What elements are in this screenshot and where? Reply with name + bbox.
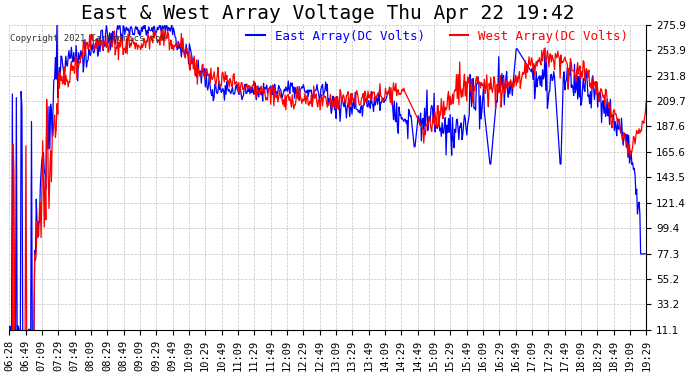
- East Array(DC Volts): [413, 129, 421, 134]
- East Array(DC Volts): [377, 100, 385, 105]
- West Array(DC Volts): [555, 56, 564, 60]
- West Array(DC Volts): [5, 339, 13, 344]
- Legend: East Array(DC Volts), West Array(DC Volts): East Array(DC Volts), West Array(DC Volt…: [241, 25, 633, 48]
- East Array(DC Volts): [53, 18, 61, 22]
- West Array(DC Volts): [393, 88, 402, 93]
- West Array(DC Volts): [642, 99, 651, 104]
- East Array(DC Volts): [393, 126, 402, 130]
- East Array(DC Volts): [642, 252, 651, 256]
- Title: East & West Array Voltage Thu Apr 22 19:42: East & West Array Voltage Thu Apr 22 19:…: [81, 4, 575, 23]
- Text: Copyright 2021 Cartronics.com: Copyright 2021 Cartronics.com: [10, 34, 166, 43]
- East Array(DC Volts): [45, 104, 53, 109]
- West Array(DC Volts): [377, 94, 385, 98]
- West Array(DC Volts): [490, 75, 498, 79]
- East Array(DC Volts): [555, 150, 564, 154]
- West Array(DC Volts): [45, 206, 53, 211]
- East Array(DC Volts): [13, 340, 21, 345]
- East Array(DC Volts): [490, 126, 498, 130]
- West Array(DC Volts): [413, 114, 421, 118]
- Line: East Array(DC Volts): East Array(DC Volts): [9, 20, 647, 342]
- East Array(DC Volts): [5, 334, 13, 338]
- West Array(DC Volts): [18, 340, 26, 345]
- West Array(DC Volts): [159, 26, 167, 31]
- Line: West Array(DC Volts): West Array(DC Volts): [9, 28, 647, 342]
